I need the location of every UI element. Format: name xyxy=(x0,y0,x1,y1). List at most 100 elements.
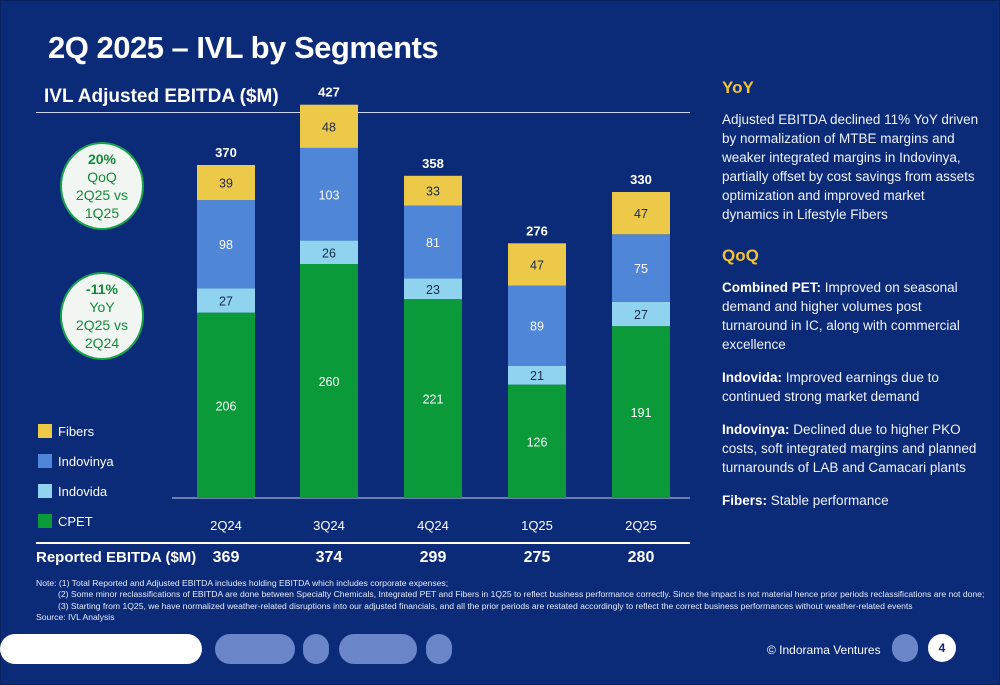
qoq-item-label: Indovida: xyxy=(722,370,782,385)
qoq-line-2: 2Q25 vs xyxy=(75,187,129,203)
x-tick-label-2q24: 2Q24 xyxy=(210,518,242,533)
data-label-fibers-3q24: 48 xyxy=(322,120,336,134)
total-label-1q25: 276 xyxy=(526,223,548,238)
data-label-cpet-2q25: 191 xyxy=(631,406,652,420)
qoq-bubble: 20% QoQ 2Q25 vs 1Q25 xyxy=(60,142,144,230)
footer-decor-pill-1 xyxy=(215,634,295,664)
reported-value-2q25: 280 xyxy=(627,549,655,566)
footer-decor-pill-5 xyxy=(892,634,918,662)
data-label-indovinya-2q25: 75 xyxy=(634,262,648,276)
bar-fibers-3q24 xyxy=(300,104,358,148)
qoq-heading: QoQ xyxy=(722,246,759,265)
qoq-item-indovinya: Indovinya: Declined due to higher PKO co… xyxy=(722,420,984,477)
data-label-indovida-2q24: 27 xyxy=(219,294,233,308)
yoy-line-1: YoY xyxy=(89,299,115,315)
bar-indovida-1q25 xyxy=(508,365,566,385)
data-label-cpet-4q24: 221 xyxy=(423,393,444,407)
legend-label-fibers: Fibers xyxy=(58,423,95,439)
qoq-item-indovida: Indovida: Improved earnings due to conti… xyxy=(722,368,984,406)
reported-value-3q24: 374 xyxy=(315,549,343,566)
chart-subtitle: IVL Adjusted EBITDA ($M) xyxy=(44,86,279,107)
legend-swatch-indovinya xyxy=(38,454,52,468)
reported-value-2q24: 369 xyxy=(212,549,240,566)
bar-cpet-2q25 xyxy=(612,326,670,498)
x-tick-label-1q25: 1Q25 xyxy=(521,518,553,533)
data-label-indovinya-3q24: 103 xyxy=(319,188,340,202)
copyright-text: © Indorama Ventures xyxy=(767,643,881,657)
x-tick-label-2q25: 2Q25 xyxy=(625,518,657,533)
chart-legend: Fibers Indovinya Indovida CPET xyxy=(38,416,114,536)
footnotes: Note: (1) Total Reported and Adjusted EB… xyxy=(36,578,986,624)
yoy-line-3: 2Q24 xyxy=(84,335,120,351)
legend-label-indovida: Indovida xyxy=(58,483,108,499)
bar-indovida-2q25 xyxy=(612,301,670,327)
legend-swatch-fibers xyxy=(38,424,52,438)
footer-decor-pill-3 xyxy=(339,634,417,664)
bar-indovida-2q24 xyxy=(197,288,255,313)
footnote-1: Note: (1) Total Reported and Adjusted EB… xyxy=(36,578,449,588)
qoq-item-text: Declined due to higher PKO costs, soft i… xyxy=(722,422,977,475)
yoy-text: Adjusted EBITDA declined 11% YoY driven … xyxy=(722,112,979,222)
qoq-item-text: Improved earnings due to continued stron… xyxy=(722,370,939,404)
data-label-indovinya-4q24: 81 xyxy=(426,236,440,250)
legend-swatch-cpet xyxy=(38,514,52,528)
legend-item-indovida: Indovida xyxy=(38,476,114,506)
yoy-line-2: 2Q25 vs xyxy=(75,317,129,333)
source-note: Source: IVL Analysis xyxy=(36,612,115,623)
reported-divider xyxy=(36,542,690,544)
legend-swatch-indovida xyxy=(38,484,52,498)
total-label-2q24: 370 xyxy=(215,145,237,160)
bar-cpet-4q24 xyxy=(404,299,462,498)
data-label-indovinya-2q24: 98 xyxy=(219,238,233,252)
bar-indovinya-2q25 xyxy=(612,234,670,302)
data-label-cpet-3q24: 260 xyxy=(319,375,340,389)
x-tick-label-4q24: 4Q24 xyxy=(417,518,449,533)
total-label-2q25: 330 xyxy=(630,172,652,187)
bar-fibers-1q25 xyxy=(508,243,566,286)
footer-decor-pill-4 xyxy=(426,634,452,664)
qoq-item-combined-pet: Combined PET: Improved on seasonal deman… xyxy=(722,278,984,354)
footnote-2: (2) Some minor reclassifications of EBIT… xyxy=(58,589,985,600)
yoy-bubble: -11% YoY 2Q25 vs 2Q24 xyxy=(60,272,144,360)
legend-label-cpet: CPET xyxy=(58,513,93,529)
commentary-panel: YoY Adjusted EBITDA declined 11% YoY dri… xyxy=(722,78,984,524)
qoq-item-text: Stable performance xyxy=(767,493,889,508)
yoy-percent: -11% xyxy=(86,281,118,297)
bar-indovinya-4q24 xyxy=(404,205,462,279)
page-title: 2Q 2025 – IVL by Segments xyxy=(48,30,439,65)
legend-item-cpet: CPET xyxy=(38,506,114,536)
qoq-item-label: Fibers: xyxy=(722,493,768,508)
reported-value-1q25: 275 xyxy=(523,549,551,566)
page-number: 4 xyxy=(928,634,956,662)
data-label-indovinya-1q25: 89 xyxy=(530,320,544,334)
x-tick-label-3q24: 3Q24 xyxy=(313,518,345,533)
data-label-cpet-2q24: 206 xyxy=(216,399,237,413)
data-label-indovida-3q24: 26 xyxy=(322,246,336,260)
data-label-indovida-1q25: 21 xyxy=(530,369,544,383)
footer-decor-white xyxy=(0,634,202,664)
reported-ebitda-label: Reported EBITDA ($M) xyxy=(36,549,197,566)
data-label-cpet-1q25: 126 xyxy=(527,435,548,449)
subtitle-divider xyxy=(36,112,690,113)
total-label-3q24: 427 xyxy=(318,85,340,100)
data-label-fibers-1q25: 47 xyxy=(530,258,544,272)
qoq-percent: 20% xyxy=(87,151,117,167)
qoq-item-label: Indovinya: xyxy=(722,422,790,437)
bar-fibers-2q24 xyxy=(197,165,255,201)
yoy-heading: YoY xyxy=(722,78,754,97)
bar-fibers-4q24 xyxy=(404,175,462,206)
bar-cpet-1q25 xyxy=(508,384,566,498)
footer-decor-pill-2 xyxy=(303,634,329,664)
bar-cpet-3q24 xyxy=(300,264,358,498)
qoq-item-label: Combined PET: xyxy=(722,280,822,295)
ebitda-stacked-bar-chart: 206 27 98 39 370 2Q24 260 26 103 48 427 3Q24 221 23 81… xyxy=(172,85,690,533)
footnote-3: (3) Starting from 1Q25, we have normaliz… xyxy=(58,600,913,611)
data-label-indovida-2q25: 27 xyxy=(634,308,648,322)
bar-cpet-2q24 xyxy=(197,312,255,498)
bar-indovida-4q24 xyxy=(404,278,462,300)
qoq-item-text: Improved on seasonal demand and higher v… xyxy=(722,280,960,352)
qoq-item-fibers: Fibers: Stable performance xyxy=(722,491,984,510)
bar-indovinya-2q24 xyxy=(197,200,255,289)
bar-fibers-2q25 xyxy=(612,192,670,235)
legend-label-indovinya: Indovinya xyxy=(58,453,114,469)
